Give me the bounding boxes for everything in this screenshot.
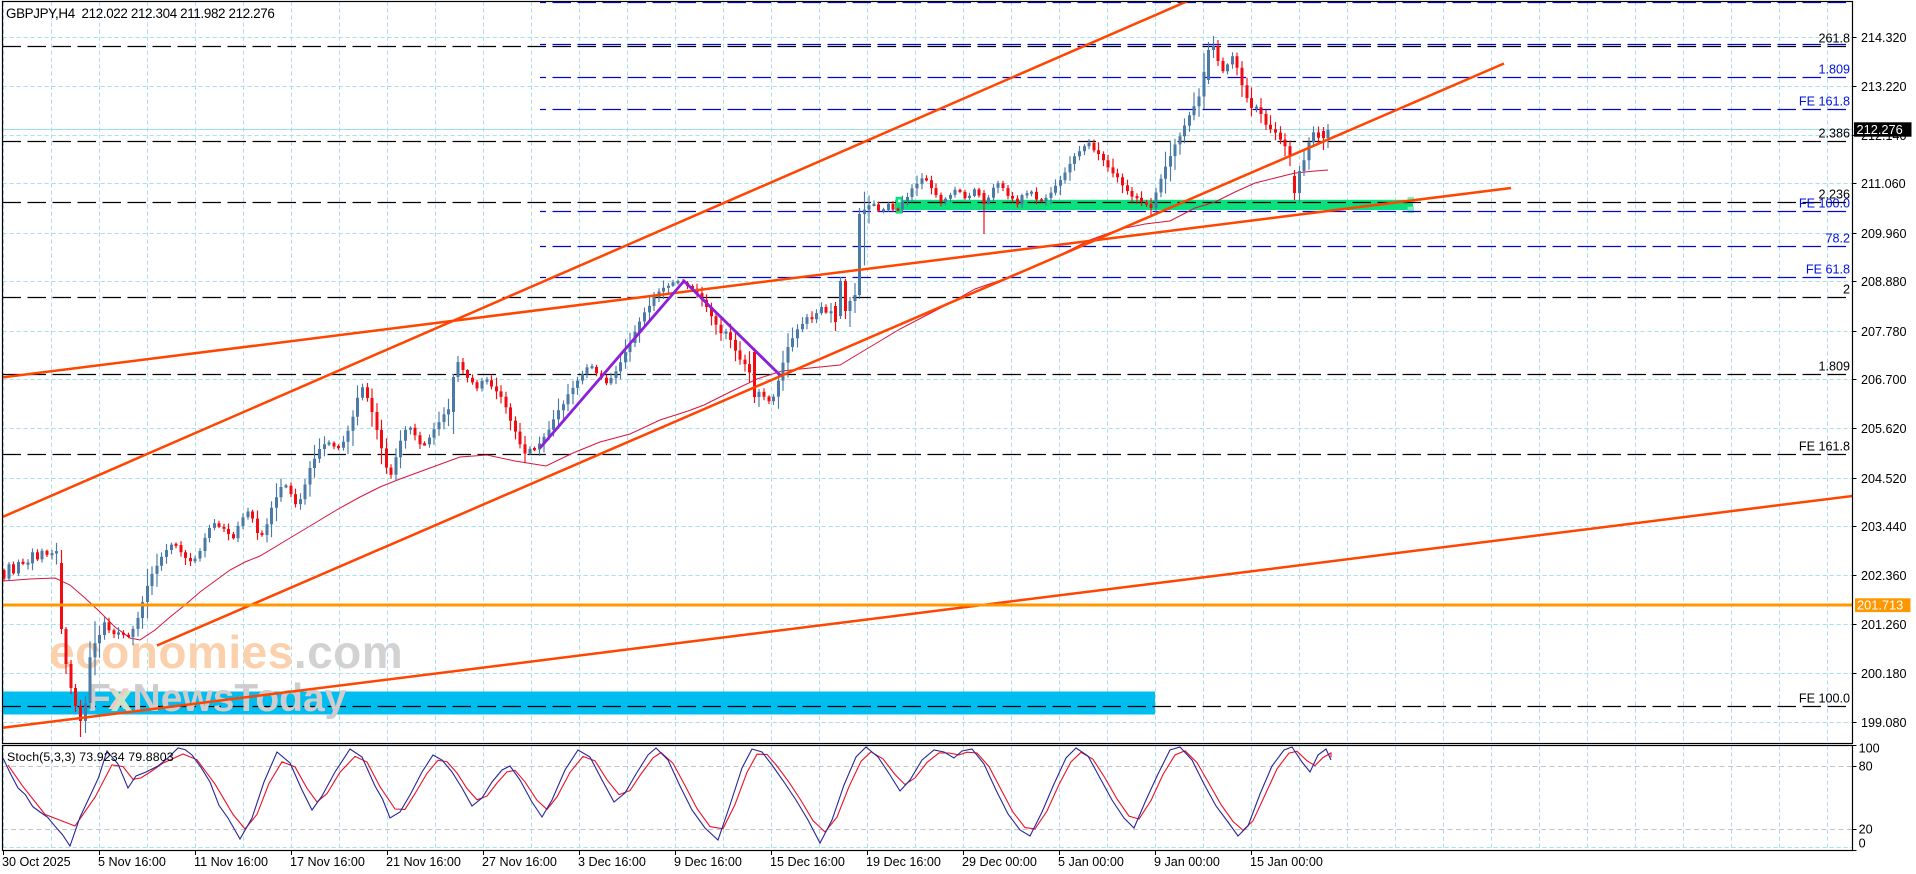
svg-text:FE 100.0: FE 100.0: [1799, 197, 1850, 211]
svg-text:20: 20: [1859, 823, 1873, 837]
svg-text:5 Nov 16:00: 5 Nov 16:00: [98, 855, 166, 869]
svg-text:FE 161.8: FE 161.8: [1799, 440, 1850, 454]
svg-text:9 Dec 16:00: 9 Dec 16:00: [674, 855, 742, 869]
svg-text:FE 100.0: FE 100.0: [1799, 692, 1850, 706]
svg-text:15 Jan 00:00: 15 Jan 00:00: [1250, 855, 1323, 869]
svg-text:206.700: 206.700: [1861, 373, 1907, 387]
svg-text:200.180: 200.180: [1861, 667, 1907, 681]
svg-text:211.060: 211.060: [1861, 177, 1906, 191]
svg-text:15 Dec 16:00: 15 Dec 16:00: [770, 855, 845, 869]
svg-text:100: 100: [1859, 742, 1880, 756]
svg-text:2: 2: [1843, 283, 1850, 297]
svg-text:201.713: 201.713: [1857, 598, 1903, 613]
svg-text:21 Nov 16:00: 21 Nov 16:00: [386, 855, 461, 869]
svg-text:80: 80: [1859, 759, 1873, 773]
svg-text:208.880: 208.880: [1861, 275, 1907, 289]
svg-text:x: x: [108, 675, 130, 718]
svg-text:202.360: 202.360: [1861, 569, 1907, 583]
svg-text:209.960: 209.960: [1861, 227, 1907, 241]
svg-text:201.260: 201.260: [1861, 618, 1907, 632]
svg-text:GBPJPY,H4 212.022 212.304 211: GBPJPY,H4 212.022 212.304 211.982 212.27…: [6, 6, 274, 21]
svg-text:30 Oct 2025: 30 Oct 2025: [2, 855, 71, 869]
svg-text:212.276: 212.276: [1857, 122, 1903, 137]
svg-text:economies.com: economies.com: [49, 626, 403, 678]
svg-text:205.620: 205.620: [1861, 422, 1907, 436]
svg-text:2.386: 2.386: [1818, 127, 1850, 141]
svg-text:203.440: 203.440: [1861, 520, 1907, 534]
svg-text:11 Nov 16:00: 11 Nov 16:00: [194, 855, 268, 869]
svg-text:199.080: 199.080: [1861, 716, 1907, 730]
svg-text:0: 0: [1859, 837, 1866, 851]
svg-text:1.809: 1.809: [1818, 360, 1850, 374]
svg-text:261.8: 261.8: [1818, 32, 1850, 46]
svg-text:2.236: 2.236: [1818, 188, 1850, 202]
svg-text:213.220: 213.220: [1861, 80, 1907, 94]
svg-text:3 Dec 16:00: 3 Dec 16:00: [578, 855, 646, 869]
svg-text:207.780: 207.780: [1861, 325, 1907, 339]
svg-text:Stoch(5,3,3) 73.9234 79.8803: Stoch(5,3,3) 73.9234 79.8803: [7, 750, 174, 764]
svg-text:1.809: 1.809: [1818, 63, 1850, 77]
svg-text:27 Nov 16:00: 27 Nov 16:00: [482, 855, 557, 869]
svg-text:29 Dec 00:00: 29 Dec 00:00: [962, 855, 1037, 869]
svg-text:FE 61.8: FE 61.8: [1806, 263, 1850, 277]
svg-text:204.520: 204.520: [1861, 472, 1907, 486]
svg-text:19 Dec 16:00: 19 Dec 16:00: [866, 855, 941, 869]
svg-text:FE 161.8: FE 161.8: [1799, 95, 1850, 109]
svg-text:9 Jan 00:00: 9 Jan 00:00: [1154, 855, 1220, 869]
svg-text:214.320: 214.320: [1861, 31, 1907, 45]
svg-text:17 Nov 16:00: 17 Nov 16:00: [290, 855, 365, 869]
svg-text:78.2: 78.2: [1825, 232, 1850, 246]
svg-text:5 Jan 00:00: 5 Jan 00:00: [1058, 855, 1124, 869]
